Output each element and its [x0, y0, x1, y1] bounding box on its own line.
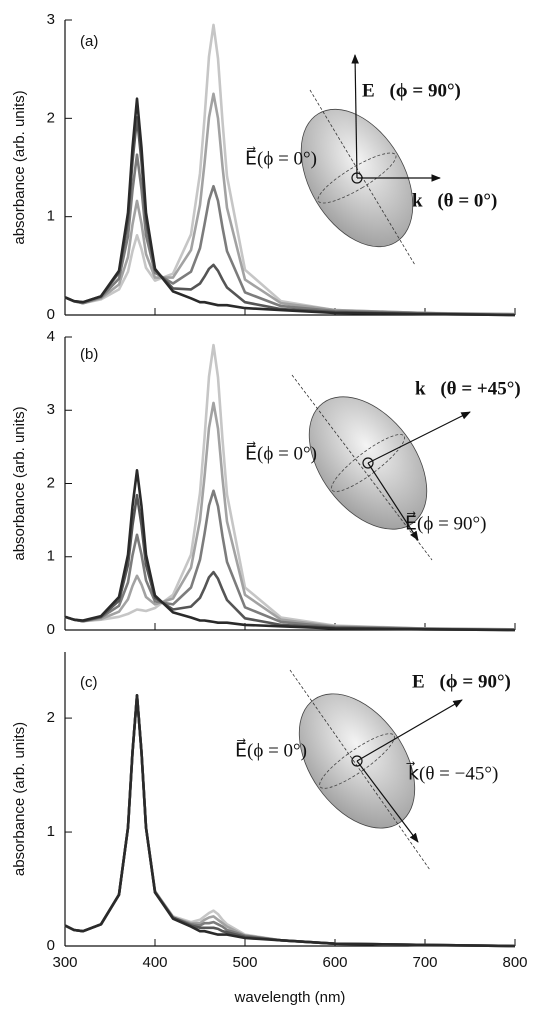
panel-label: (b)	[80, 346, 98, 363]
particle-center	[362, 457, 374, 469]
particle-center	[351, 755, 363, 767]
particle-section	[331, 434, 405, 492]
y-axis-label: absorbance (arb. units)	[11, 90, 28, 244]
spectrum-line	[64, 694, 516, 948]
x-tick-label: 500	[232, 954, 257, 971]
vector-arrow	[351, 54, 359, 179]
x-tick-label: 800	[502, 954, 527, 971]
vector-arrow	[356, 760, 419, 843]
y-tick-label: 1	[47, 548, 55, 565]
y-tick-label: 2	[47, 109, 55, 126]
y-axis-label: absorbance (arb. units)	[11, 722, 28, 876]
vector-label: k⃗(θ = +45°)	[415, 378, 521, 399]
y-tick-label: 2	[47, 474, 55, 491]
spectrum-line	[64, 97, 516, 317]
y-tick-label: 2	[47, 709, 55, 726]
vector-label: E⃗(ϕ = 0°)	[235, 738, 307, 761]
y-tick-label: 0	[47, 937, 55, 954]
y-tick-label: 1	[47, 208, 55, 225]
x-axis-label: wavelength (nm)	[234, 989, 346, 1006]
spectrum-line	[64, 343, 516, 631]
spectrum-line	[64, 489, 516, 632]
vector-arrow	[367, 462, 419, 541]
y-tick-label: 1	[47, 823, 55, 840]
spectrum-line	[64, 493, 516, 632]
spectrum-line	[64, 694, 516, 948]
spectrum-line	[64, 401, 516, 631]
y-tick-label: 3	[47, 401, 55, 418]
particle-axis	[289, 669, 431, 871]
vector-label: k⃗(θ = −45°)	[406, 761, 498, 784]
vector-arrow	[356, 699, 463, 762]
x-tick-label: 700	[412, 954, 437, 971]
vector-label: k⃗(θ = 0°)	[412, 190, 497, 211]
spectrum-line	[64, 23, 516, 317]
particle-axis	[291, 374, 433, 561]
vector-arrow	[367, 411, 471, 464]
x-tick-label: 600	[322, 954, 347, 971]
vector-label: E⃗(ϕ = 0°)	[245, 146, 317, 169]
spectrum-line	[64, 694, 516, 948]
y-tick-label: 3	[47, 11, 55, 28]
y-tick-label: 4	[47, 328, 55, 345]
vector-label: E⃗(ϕ = 0°)	[245, 441, 317, 464]
spectrum-line	[64, 694, 516, 948]
vector-label: E⃗(ϕ = 90°)	[362, 80, 461, 101]
y-tick-label: 0	[47, 621, 55, 638]
x-tick-label: 400	[142, 954, 167, 971]
x-tick-label: 300	[52, 954, 77, 971]
y-axis-label: absorbance (arb. units)	[11, 406, 28, 560]
vector-label: E⃗(ϕ = 90°)	[412, 671, 511, 692]
spectrum-line	[64, 469, 516, 632]
spectrum-line	[64, 92, 516, 316]
spectrum-line	[64, 153, 516, 317]
vector-label: E⃗(ϕ = 90°)	[405, 511, 486, 534]
panel-label: (c)	[80, 674, 98, 691]
spectrum-line	[64, 694, 516, 948]
panel-label: (a)	[80, 33, 98, 50]
y-tick-label: 0	[47, 306, 55, 323]
particle-section	[317, 152, 397, 204]
